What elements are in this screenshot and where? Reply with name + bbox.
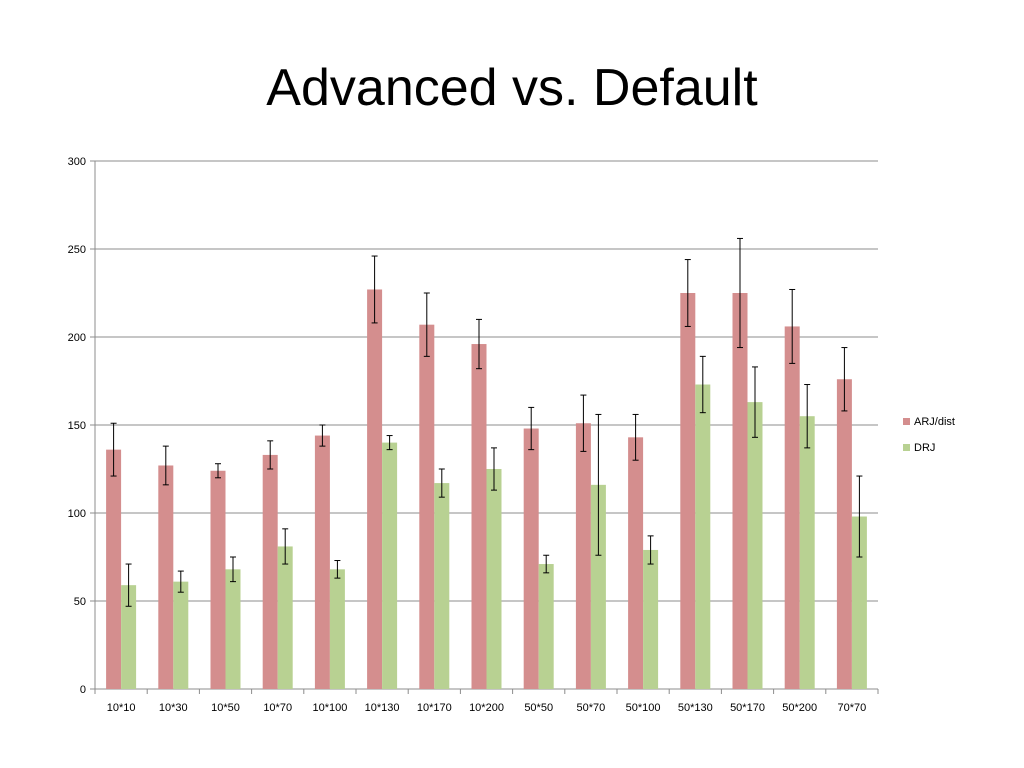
- x-tick-label: 50*70: [577, 702, 606, 714]
- legend-label: DRJ: [914, 442, 935, 454]
- y-tick-label: 300: [68, 156, 86, 168]
- bar-drj: [799, 416, 815, 689]
- bar-drj: [851, 516, 867, 689]
- x-tick-label: 10*10: [107, 702, 136, 714]
- x-tick-label: 50*100: [626, 702, 661, 714]
- x-tick-label: 10*30: [159, 702, 188, 714]
- x-tick-label: 50*170: [730, 702, 765, 714]
- x-tick-label: 10*200: [469, 702, 504, 714]
- bar-drj: [695, 384, 711, 689]
- bar-drj: [538, 564, 554, 689]
- y-tick-label: 250: [68, 244, 86, 256]
- y-tick-label: 50: [74, 596, 86, 608]
- bar-arj-dist: [732, 293, 748, 689]
- bar-drj: [747, 402, 763, 689]
- bar-arj-dist: [680, 293, 696, 689]
- x-tick-label: 70*70: [838, 702, 867, 714]
- legend-swatch: [903, 444, 910, 451]
- x-tick-label: 10*100: [312, 702, 347, 714]
- bar-arj-dist: [158, 465, 174, 689]
- bar-arj-dist: [628, 437, 644, 689]
- x-tick-label: 10*170: [417, 702, 452, 714]
- bar-arj-dist: [836, 379, 852, 689]
- y-tick-label: 100: [68, 508, 86, 520]
- bar-arj-dist: [262, 454, 278, 689]
- bar-arj-dist: [367, 289, 383, 689]
- bar-drj: [173, 581, 189, 689]
- bar-drj: [590, 484, 606, 689]
- bar-drj: [121, 585, 137, 689]
- bar-arj-dist: [106, 449, 122, 689]
- slide-title: Advanced vs. Default: [266, 59, 758, 117]
- bar-drj: [643, 549, 659, 689]
- y-tick-label: 0: [80, 684, 86, 696]
- x-tick-label: 10*50: [211, 702, 240, 714]
- y-tick-label: 150: [68, 420, 86, 432]
- x-tick-label: 50*50: [524, 702, 553, 714]
- bar-drj: [434, 483, 450, 689]
- x-tick-label: 10*130: [365, 702, 400, 714]
- bar-drj: [277, 546, 293, 689]
- bar-arj-dist: [210, 470, 226, 689]
- bar-arj-dist: [523, 428, 539, 689]
- legend-swatch: [903, 418, 910, 425]
- bar-drj: [329, 569, 345, 689]
- bar-arj-dist: [575, 423, 591, 689]
- x-tick-label: 50*130: [678, 702, 713, 714]
- y-tick-label: 200: [68, 332, 86, 344]
- x-tick-label: 10*70: [263, 702, 292, 714]
- bar-arj-dist: [419, 324, 435, 689]
- bar-arj-dist: [314, 435, 330, 689]
- x-tick-label: 50*200: [782, 702, 817, 714]
- bar-arj-dist: [784, 326, 800, 689]
- bar-drj: [486, 469, 502, 689]
- bar-drj: [225, 569, 241, 689]
- bar-drj: [382, 442, 398, 689]
- legend-label: ARJ/dist: [914, 416, 955, 428]
- bar-arj-dist: [471, 344, 487, 689]
